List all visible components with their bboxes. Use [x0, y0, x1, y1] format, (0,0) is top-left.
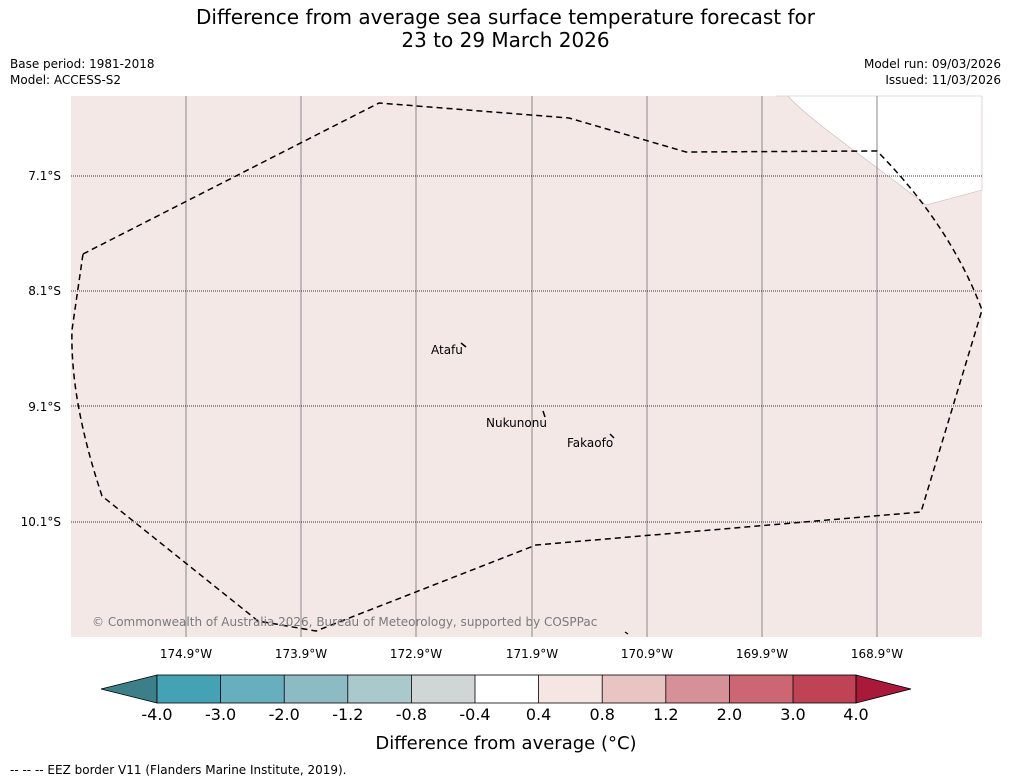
ocean-area	[71, 96, 982, 637]
island-label-fakaofo: Fakaofo	[567, 436, 613, 450]
model-run: Model run: 09/03/2026	[863, 57, 1001, 71]
lon-label: 171.9°W	[506, 647, 558, 661]
colorbar-tick-label: 2.0	[717, 705, 742, 724]
title-line-1: Difference from average sea surface temp…	[195, 5, 815, 29]
lon-label: 170.9°W	[621, 647, 673, 661]
lat-label: 10.1°S	[21, 515, 61, 529]
colorbar-segment	[793, 675, 856, 703]
lat-label: 9.1°S	[28, 400, 61, 414]
atafu-island-shape	[460, 342, 467, 348]
colorbar-tick-label: 0.8	[589, 705, 614, 724]
colorbar-segment	[602, 675, 666, 703]
lon-label: 173.9°W	[275, 647, 327, 661]
colorbar-tick-label: 4.0	[843, 705, 868, 724]
colorbar-segment	[220, 675, 285, 703]
lon-label: 172.9°W	[390, 647, 442, 661]
meta-left: Base period: 1981-2018 Model: ACCESS-S2	[10, 56, 155, 88]
base-period: Base period: 1981-2018	[10, 57, 155, 71]
colorbar-tick-label: 1.2	[653, 705, 678, 724]
meta-right: Model run: 09/03/2026 Issued: 11/03/2026	[864, 56, 1001, 88]
colorbar-dividers	[156, 674, 857, 704]
colorbar-segment	[665, 675, 730, 703]
colorbar: -4.0 -3.0 -2.0 -1.2 -0.8 -0.4 0.4 0.8 1.…	[100, 674, 912, 754]
lon-label: 168.9°W	[851, 647, 903, 661]
colorbar-segment	[411, 675, 475, 703]
colorbar-frame	[156, 674, 857, 704]
nukunonu-island-shape	[542, 410, 546, 418]
model-name: Model: ACCESS-S2	[10, 73, 122, 87]
colorbar-title: Difference from average (°C)	[375, 733, 636, 754]
colorbar-tick-label: 0.4	[526, 705, 551, 724]
colorbar-segment	[157, 675, 221, 703]
lat-label: 8.1°S	[28, 284, 61, 298]
map-title: Difference from average sea surface temp…	[0, 6, 1011, 52]
eez-border	[71, 102, 983, 632]
colorbar-tick-label: -2.0	[269, 705, 300, 724]
colorbar-under-arrow	[100, 674, 158, 704]
meridian-lines	[185, 96, 878, 637]
issued-date: Issued: 11/03/2026	[885, 73, 1001, 87]
colorbar-segment	[347, 675, 412, 703]
colorbar-tick-label: -0.8	[396, 705, 427, 724]
lon-label: 174.9°W	[160, 647, 212, 661]
lat-label: 7.1°S	[28, 169, 61, 183]
copyright-notice: © Commonwealth of Australia 2026, Bureau…	[92, 615, 597, 629]
swains-island-shape	[624, 631, 629, 635]
island-label-atafu: Atafu	[431, 343, 463, 357]
colorbar-segment	[475, 675, 539, 703]
island-label-nukunonu: Nukunonu	[486, 416, 547, 430]
colorbar-segment	[538, 675, 603, 703]
title-line-2: 23 to 29 March 2026	[401, 28, 610, 52]
colorbar-segment	[729, 675, 793, 703]
colorbar-tick-label: 3.0	[780, 705, 805, 724]
colorbar-tick-label: -4.0	[141, 705, 172, 724]
colorbar-segment	[284, 675, 348, 703]
colorbar-tick-label: -3.0	[205, 705, 236, 724]
lon-label: 169.9°W	[736, 647, 788, 661]
colorbar-tick-label: -0.4	[459, 705, 490, 724]
no-data-region	[776, 95, 983, 206]
fakaofo-island-shape	[609, 433, 615, 439]
eez-legend-footnote: -- -- -- EEZ border V11 (Flanders Marine…	[10, 763, 347, 777]
colorbar-over-arrow	[855, 674, 912, 704]
colorbar-tick-label: -1.2	[332, 705, 363, 724]
